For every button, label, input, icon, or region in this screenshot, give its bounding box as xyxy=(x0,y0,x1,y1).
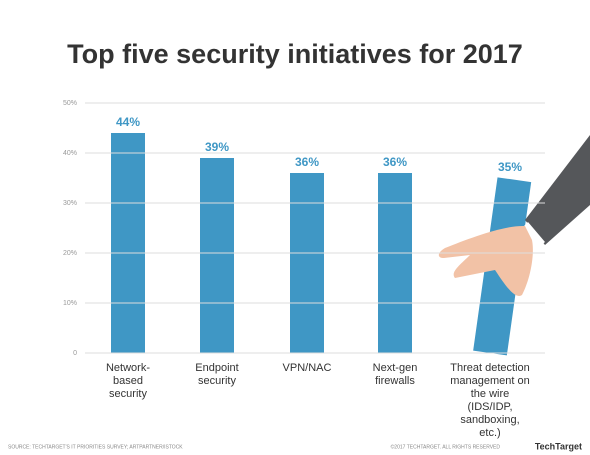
chart-title: Top five security initiatives for 2017 xyxy=(67,39,523,69)
copyright: ©2017 TECHTARGET. ALL RIGHTS RESERVED xyxy=(391,443,501,450)
value-label: 44% xyxy=(116,115,140,129)
x-tick-label: Next-gen firewalls xyxy=(372,362,418,387)
y-tick-label: 40% xyxy=(63,150,77,157)
y-tick-label: 10% xyxy=(63,300,77,307)
bar xyxy=(290,173,324,353)
brand-logo: TechTarget xyxy=(535,441,582,451)
cuff xyxy=(522,222,545,248)
bar xyxy=(111,133,145,353)
hand xyxy=(438,225,533,296)
y-tick-label: 50% xyxy=(63,100,77,107)
sleeve xyxy=(525,135,590,245)
value-label: 35% xyxy=(498,160,522,174)
value-label: 39% xyxy=(205,140,229,154)
x-tick-label: Threat detection management on the wire … xyxy=(450,362,530,439)
x-tick-label: Network-based security xyxy=(105,362,150,400)
y-tick-label: 20% xyxy=(63,250,77,257)
source-note: SOURCE: TECHTARGET'S IT PRIORITIES SURVE… xyxy=(8,444,183,450)
x-tick-label: Endpoint security xyxy=(195,362,239,387)
y-tick-label: 30% xyxy=(63,200,77,207)
value-label: 36% xyxy=(295,155,319,169)
x-tick-label: VPN/NAC xyxy=(282,362,332,374)
bar xyxy=(378,173,412,353)
bar xyxy=(200,158,234,353)
y-tick-label: 0 xyxy=(73,350,77,357)
value-label: 36% xyxy=(383,155,407,169)
